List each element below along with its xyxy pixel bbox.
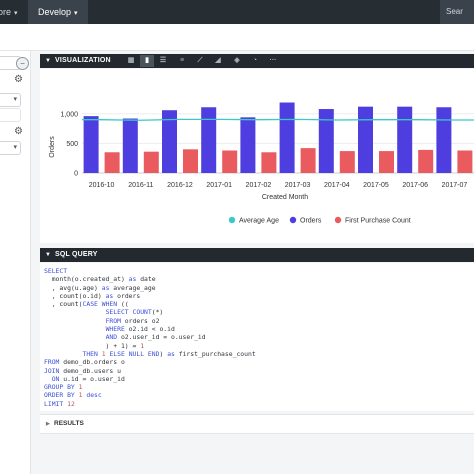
expand-triangle-icon: ▶ bbox=[46, 421, 50, 427]
legend-label: Average Age bbox=[239, 218, 279, 225]
first-purchase-bar bbox=[457, 150, 473, 173]
first-purchase-bar bbox=[143, 151, 159, 173]
chevron-down-icon: ▾ bbox=[14, 10, 18, 17]
column-chart-icon[interactable]: ☰ bbox=[159, 57, 167, 64]
first-purchase-bar bbox=[418, 149, 434, 173]
gear-icon[interactable]: ⚙ bbox=[13, 126, 24, 137]
legend-marker bbox=[334, 216, 342, 224]
remove-filter-icon[interactable]: − bbox=[16, 57, 29, 70]
orders-bar bbox=[436, 107, 452, 173]
develop-menu-label: Develop bbox=[38, 7, 72, 17]
x-tick-label: 2017-04 bbox=[324, 182, 350, 189]
map-icon[interactable]: ◈ bbox=[234, 57, 240, 64]
visualization-header[interactable]: ▼ VISUALIZATION ▦ ▮ ☰ ≡ ⟋ ◢ ◈ ◔ ··· bbox=[40, 54, 474, 68]
sql-query-header[interactable]: ▼ SQL QUERY bbox=[40, 248, 474, 262]
orders-bar bbox=[397, 106, 413, 173]
sql-query-title: SQL QUERY bbox=[55, 251, 98, 258]
pie-chart-icon[interactable]: ◔ bbox=[252, 57, 258, 64]
y-tick-label: 1,000 bbox=[60, 111, 78, 118]
orders-bar bbox=[122, 118, 138, 173]
x-tick-label: 2017-02 bbox=[246, 182, 272, 189]
chevron-down-icon: ▾ bbox=[13, 144, 17, 151]
first-purchase-bar bbox=[104, 152, 120, 173]
search-label: Sear bbox=[446, 7, 463, 16]
x-tick-label: 2017-05 bbox=[363, 182, 389, 189]
orders-bar bbox=[83, 116, 99, 173]
line-chart-icon[interactable]: ⟋ bbox=[197, 57, 203, 64]
orders-chart: 0 500 1,000 2016-10 2016-11 2016-12 2017-01 20… bbox=[49, 102, 474, 225]
gear-symbol: ⚙ bbox=[14, 126, 23, 137]
orders-bar bbox=[201, 107, 217, 173]
table-icon[interactable]: ▦ bbox=[127, 57, 135, 64]
chevron-down-icon: ▾ bbox=[13, 96, 17, 103]
legend-marker bbox=[228, 216, 236, 224]
area-chart-icon[interactable]: ◢ bbox=[215, 57, 221, 64]
x-tick-label: 2017-07 bbox=[442, 182, 468, 189]
more-icon[interactable]: ··· bbox=[269, 57, 277, 64]
explore-toolbar bbox=[0, 24, 474, 51]
field-picker-panel: − ⚙ ▾ ⚙ ▾ bbox=[0, 51, 31, 474]
stacked-icon[interactable]: ≡ bbox=[179, 57, 185, 64]
legend-label: Orders bbox=[300, 218, 322, 225]
orders-bar bbox=[358, 106, 373, 173]
top-navigation-bar: ore ▾ Develop ▾ Sear bbox=[0, 0, 474, 24]
orders-bar bbox=[279, 102, 295, 173]
results-header[interactable]: ▶ RESULTS bbox=[40, 414, 474, 434]
search-box[interactable]: Sear bbox=[440, 0, 474, 24]
bar-chart-icon[interactable]: ▮ bbox=[140, 55, 154, 67]
results-title: RESULTS bbox=[54, 420, 84, 427]
y-tick-label: 0 bbox=[74, 171, 78, 178]
first-purchase-bar bbox=[379, 151, 394, 173]
gear-icon[interactable]: ⚙ bbox=[13, 74, 24, 85]
develop-menu[interactable]: Develop ▾ bbox=[28, 0, 88, 24]
legend-label: First Purchase Count bbox=[345, 218, 411, 225]
collapse-triangle-icon: ▼ bbox=[45, 252, 51, 258]
x-tick-label: 2017-06 bbox=[402, 182, 428, 189]
average-age-line bbox=[82, 118, 474, 121]
orders-bar bbox=[162, 110, 177, 173]
x-tick-label: 2016-11 bbox=[128, 182, 153, 189]
y-axis-label: Orders bbox=[49, 136, 56, 158]
gear-symbol: ⚙ bbox=[14, 74, 23, 85]
explore-menu-label: ore bbox=[0, 7, 12, 17]
orders-bar bbox=[240, 117, 256, 173]
visualization-panel: 0 500 1,000 2016-10 2016-11 2016-12 2017-01 20… bbox=[40, 69, 474, 243]
timezone-select[interactable]: ▾ bbox=[0, 141, 21, 155]
first-purchase-bar bbox=[222, 150, 238, 173]
first-purchase-bar bbox=[300, 148, 316, 173]
explore-menu[interactable]: ore ▾ bbox=[0, 0, 18, 24]
first-purchase-bar bbox=[339, 151, 355, 173]
sql-query-panel: SELECT month(o.created_at) as date , avg… bbox=[40, 263, 474, 411]
dimension-select[interactable]: ▾ bbox=[0, 93, 21, 107]
x-tick-label: 2017-01 bbox=[206, 182, 232, 189]
collapse-triangle-icon: ▼ bbox=[45, 58, 51, 64]
visualization-title: VISUALIZATION bbox=[55, 57, 111, 64]
legend-marker bbox=[289, 216, 297, 224]
x-tick-label: 2016-10 bbox=[89, 182, 115, 189]
x-axis-label: Created Month bbox=[262, 194, 308, 201]
sql-code: SELECT month(o.created_at) as date , avg… bbox=[44, 267, 256, 408]
y-tick-label: 500 bbox=[66, 141, 78, 148]
first-purchase-bar bbox=[261, 152, 277, 173]
chevron-down-icon: ▾ bbox=[74, 10, 78, 17]
x-tick-label: 2017-03 bbox=[285, 182, 311, 189]
value-input[interactable] bbox=[0, 108, 21, 122]
x-tick-label: 2016-12 bbox=[167, 182, 193, 189]
orders-bar bbox=[318, 109, 334, 173]
minus-symbol: − bbox=[20, 59, 25, 68]
first-purchase-bar bbox=[183, 149, 198, 173]
